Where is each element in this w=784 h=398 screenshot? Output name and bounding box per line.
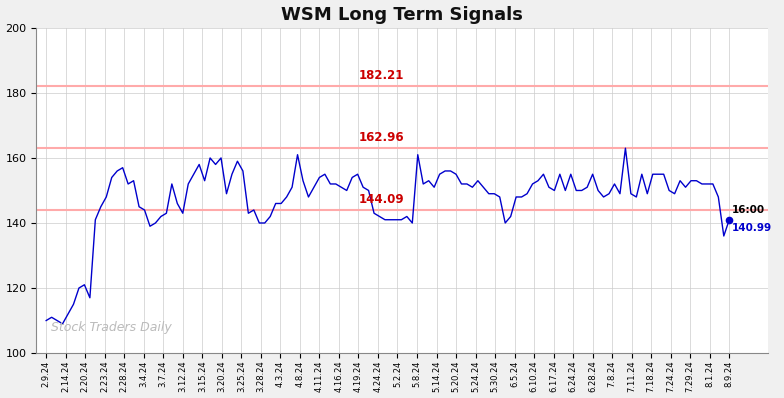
- Text: 144.09: 144.09: [358, 193, 404, 206]
- Text: 140.99: 140.99: [732, 223, 772, 233]
- Text: 16:00: 16:00: [732, 205, 765, 215]
- Text: 182.21: 182.21: [358, 69, 404, 82]
- Text: 162.96: 162.96: [358, 131, 404, 144]
- Text: Stock Traders Daily: Stock Traders Daily: [51, 320, 172, 334]
- Title: WSM Long Term Signals: WSM Long Term Signals: [281, 6, 523, 23]
